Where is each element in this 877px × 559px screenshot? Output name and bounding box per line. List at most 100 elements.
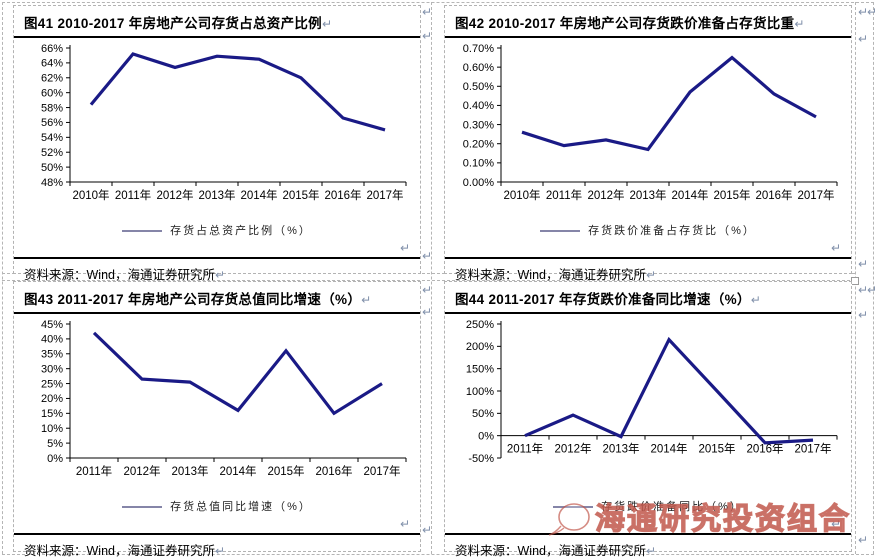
figure-title-text: 图43 2011-2017 年房地产公司存货总值同比增速（%） [24, 292, 362, 307]
svg-text:2012年: 2012年 [587, 188, 624, 202]
svg-text:66%: 66% [41, 43, 63, 55]
watermark: 海通研究投资组合 [547, 498, 855, 540]
figure-title-text: 图41 2010-2017 年房地产公司存货占总资产比例 [24, 16, 322, 31]
source-note: 资料来源：Wind，海通证券研究所↵ [445, 257, 851, 289]
line-chart: 45% 40% 35% 30% 25% 20% 15% 10% 5% 0% 2011年 2012年 20… [14, 316, 420, 497]
svg-text:2016年: 2016年 [324, 188, 361, 202]
svg-text:52%: 52% [41, 147, 63, 159]
dashed-border-left [2, 2, 3, 554]
chart-legend: 存货总值同比增速（%） [14, 499, 420, 515]
svg-text:2012年: 2012年 [156, 188, 193, 202]
paragraph-mark: ↵ [214, 268, 226, 282]
line-chart-svg: 45% 40% 35% 30% 25% 20% 15% 10% 5% 0% 2011年 2012年 20… [41, 319, 407, 478]
svg-text:2015年: 2015年 [698, 442, 735, 456]
svg-text:150%: 150% [466, 363, 494, 375]
svg-text:0.20%: 0.20% [463, 139, 494, 151]
svg-text:30%: 30% [41, 363, 63, 375]
line-chart: 66% 64% 62% 60% 58% 56% 54% 52% 50% 48% 2010年 2011年… [14, 40, 420, 221]
source-text: 资料来源：Wind，海通证券研究所 [455, 268, 646, 282]
svg-text:2016年: 2016年 [746, 442, 783, 456]
legend-label: 存货跌价准备占存货比（%） [588, 225, 756, 237]
svg-text:2015年: 2015年 [713, 188, 750, 202]
svg-text:2012年: 2012年 [554, 442, 591, 456]
chart-legend: 存货跌价准备同比（%） [445, 499, 851, 515]
svg-text:2010年: 2010年 [72, 188, 109, 202]
paragraph-mark: ↵ [867, 283, 877, 297]
svg-text:2014年: 2014年 [219, 464, 256, 478]
dashed-row-divider-lower [2, 280, 855, 281]
figure-title-text: 图42 2010-2017 年房地产公司存货跌价准备占存货比重 [455, 16, 795, 31]
svg-text:35%: 35% [41, 349, 63, 361]
svg-text:2017年: 2017年 [794, 442, 831, 456]
figure-title: 图42 2010-2017 年房地产公司存货跌价准备占存货比重↵ [445, 6, 851, 38]
svg-text:64%: 64% [41, 58, 63, 70]
figure-cell-44: 图44 2011-2017 年存货跌价准备同比增速（%） ↵ 250% 200% 15… [444, 281, 852, 558]
legend-line-sample [553, 506, 594, 509]
chart-legend: 存货跌价准备占存货比（%） [445, 223, 851, 239]
svg-text:0%: 0% [478, 430, 494, 442]
paragraph-mark: ↵ [858, 32, 869, 46]
paragraph-mark: ↵ [794, 17, 805, 31]
svg-text:0.50%: 0.50% [463, 81, 494, 93]
dashed-border-top [2, 2, 874, 3]
source-note: 资料来源：Wind，海通证券研究所↵ [14, 533, 420, 559]
svg-text:40%: 40% [41, 334, 63, 346]
svg-text:200%: 200% [466, 341, 494, 353]
line-chart-svg: 0.70% 0.60% 0.50% 0.40% 0.30% 0.20% 0.10% 0.00%… [463, 43, 838, 202]
legend-label: 存货跌价准备同比（%） [601, 501, 743, 513]
paragraph-mark: ↵ [422, 523, 433, 537]
svg-text:2017年: 2017年 [797, 188, 834, 202]
svg-text:60%: 60% [41, 87, 63, 99]
figure-cell-43: 图43 2011-2017 年房地产公司存货总值同比增速（%）↵ 45% 40% 3… [13, 281, 421, 558]
svg-text:25%: 25% [41, 378, 63, 390]
paragraph-mark: ↵ [422, 249, 433, 263]
svg-text:5%: 5% [47, 438, 63, 450]
paragraph-mark: ↵ [361, 293, 372, 307]
line-chart: 250% 200% 150% 100% 50% 0% -50% 2011年 2012年 2013年… [445, 316, 851, 497]
data-line [92, 331, 383, 416]
paragraph-mark: ↵ [399, 241, 410, 255]
svg-text:2015年: 2015年 [282, 188, 319, 202]
legend-line-sample [540, 230, 581, 233]
svg-text:2014年: 2014年 [650, 442, 687, 456]
svg-text:2015年: 2015年 [267, 464, 304, 478]
svg-text:54%: 54% [41, 132, 63, 144]
line-chart: 0.70% 0.60% 0.50% 0.40% 0.30% 0.20% 0.10% 0.00%… [445, 40, 851, 221]
watermark-text-svg: 海通研究投资组合 [594, 501, 849, 536]
paragraph-mark: ↵ [214, 544, 226, 558]
svg-text:20%: 20% [41, 393, 63, 405]
dashed-border-bottom [2, 554, 874, 555]
figure-cell-41: 图41 2010-2017 年房地产公司存货占总资产比例↵ 66% 64% 62% 6… [13, 5, 421, 282]
chart-return-row: ↵ [14, 239, 420, 257]
svg-text:2014年: 2014年 [240, 188, 277, 202]
paragraph-mark: ↵ [422, 283, 433, 297]
svg-text:250%: 250% [466, 319, 494, 331]
svg-text:50%: 50% [41, 162, 63, 174]
legend-line-sample [122, 506, 163, 509]
source-text: 资料来源：Wind，海通证券研究所 [24, 268, 215, 282]
paragraph-mark: ↵ [858, 283, 869, 297]
chart-legend: 存货占总资产比例（%） [14, 223, 420, 239]
svg-text:100%: 100% [466, 386, 494, 398]
source-note: 资料来源：Wind，海通证券研究所↵ [14, 257, 420, 289]
paragraph-mark: ↵ [645, 544, 657, 558]
legend-label: 存货占总资产比例（%） [170, 225, 312, 237]
chart-return-row: ↵ [445, 515, 851, 533]
svg-text:15%: 15% [41, 408, 63, 420]
legend-line-sample [122, 230, 163, 233]
paragraph-mark: ↵ [422, 5, 433, 19]
paragraph-mark: ↵ [830, 241, 841, 255]
source-note: 资料来源：Wind，海通证券研究所↵ [445, 533, 851, 559]
paragraph-mark: ↵ [858, 257, 869, 271]
svg-text:2013年: 2013年 [171, 464, 208, 478]
paragraph-mark: ↵ [858, 5, 869, 19]
figure-title-text: 图44 2011-2017 年存货跌价准备同比增速（%） [455, 292, 751, 307]
source-text: 资料来源：Wind，海通证券研究所 [24, 544, 215, 558]
svg-text:0.40%: 0.40% [463, 100, 494, 112]
figure-title: 图43 2011-2017 年房地产公司存货总值同比增速（%）↵ [14, 282, 420, 314]
svg-text:0.10%: 0.10% [463, 158, 494, 170]
svg-text:56%: 56% [41, 117, 63, 129]
svg-text:0.30%: 0.30% [463, 119, 494, 131]
svg-text:10%: 10% [41, 423, 63, 435]
